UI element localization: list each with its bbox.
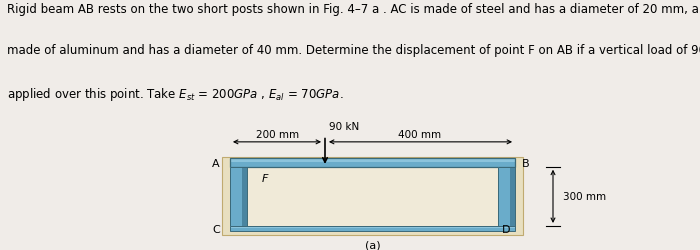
Bar bbox=[230, 167, 247, 226]
Text: Rigid beam AB rests on the two short posts shown in Fig. 4–7 a . AC is made of s: Rigid beam AB rests on the two short pos… bbox=[7, 2, 700, 16]
Text: 300 mm: 300 mm bbox=[563, 192, 606, 202]
Text: 200 mm: 200 mm bbox=[256, 130, 299, 140]
Bar bbox=[498, 167, 515, 226]
Bar bbox=[230, 159, 515, 167]
Bar bbox=[230, 159, 515, 162]
Bar bbox=[230, 226, 515, 231]
Bar bbox=[247, 167, 498, 226]
Bar bbox=[510, 167, 515, 226]
Bar bbox=[230, 226, 515, 231]
Text: A: A bbox=[212, 158, 220, 168]
Text: F: F bbox=[262, 173, 268, 183]
Bar bbox=[230, 226, 515, 228]
Bar bbox=[242, 167, 247, 226]
Text: C: C bbox=[212, 224, 220, 234]
Bar bbox=[230, 167, 247, 226]
Bar bbox=[222, 157, 523, 235]
Text: D: D bbox=[503, 224, 511, 234]
Text: B: B bbox=[522, 158, 530, 168]
Bar bbox=[498, 167, 515, 226]
Text: made of aluminum and has a diameter of 40 mm. Determine the displacement of poin: made of aluminum and has a diameter of 4… bbox=[7, 44, 700, 57]
Text: 400 mm: 400 mm bbox=[398, 130, 442, 140]
Bar bbox=[230, 159, 515, 167]
Text: applied over this point. Take $E_{st}$ = 200$GPa$ , $E_{al}$ = 70$GPa$.: applied over this point. Take $E_{st}$ =… bbox=[7, 86, 344, 103]
Text: (a): (a) bbox=[365, 240, 380, 250]
Text: 90 kN: 90 kN bbox=[329, 122, 359, 132]
